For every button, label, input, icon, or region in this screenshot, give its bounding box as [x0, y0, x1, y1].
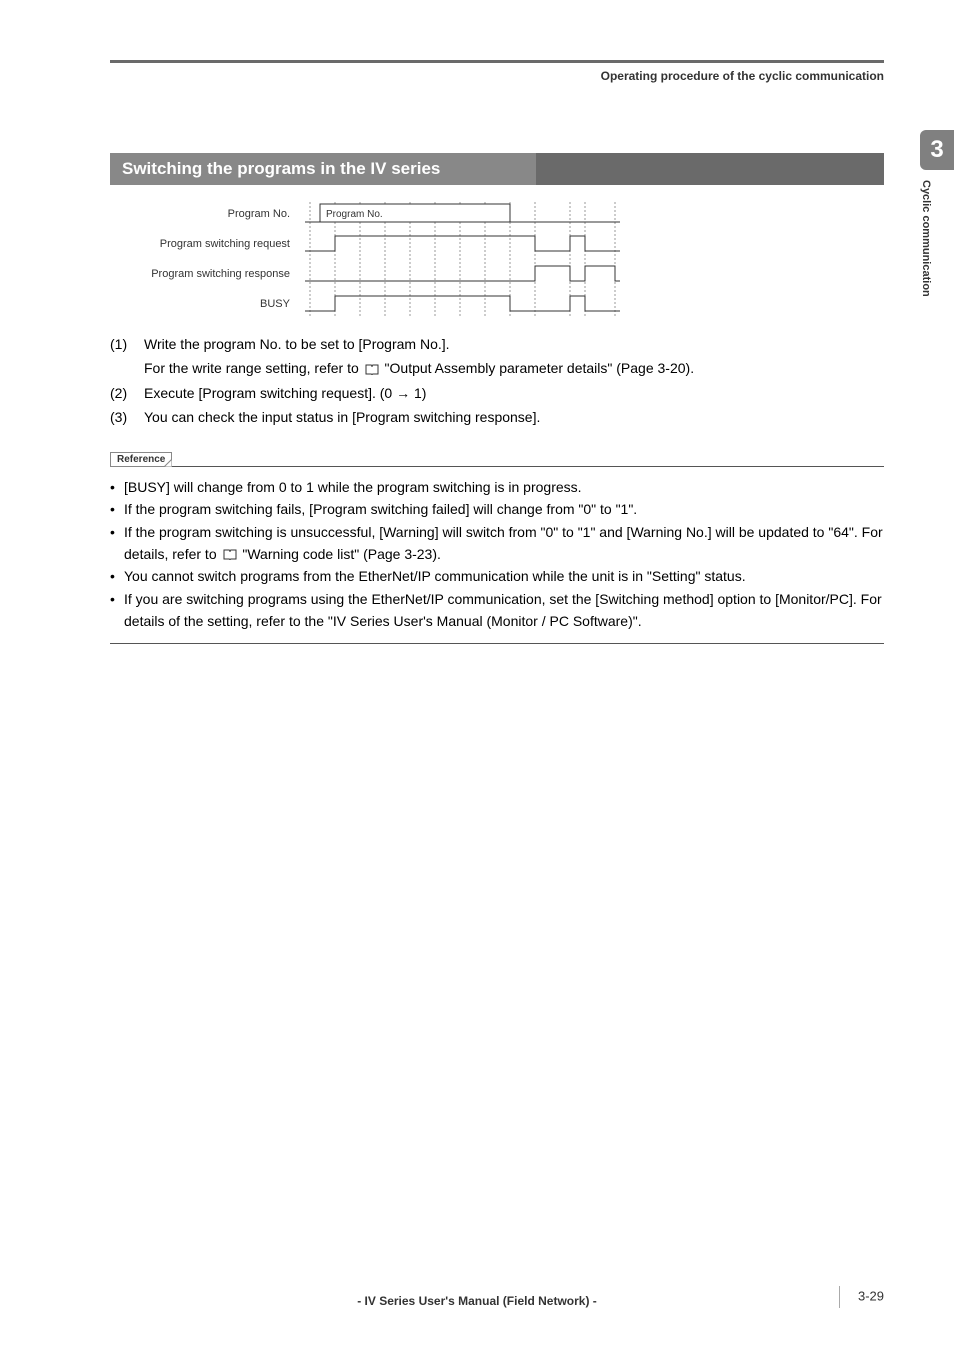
reference-item: • If the program switching fails, [Progr…	[110, 499, 884, 521]
step-text: You can check the input status in [Progr…	[144, 406, 884, 428]
step-num: (2)	[110, 382, 144, 404]
bullet-icon: •	[110, 522, 124, 565]
chapter-title: Cyclic communication	[920, 170, 932, 360]
step-row: (2) Execute [Program switching request].…	[110, 382, 884, 404]
step-text-part: For the write range setting, refer to	[144, 360, 363, 376]
timing-box-label: Program No.	[326, 209, 383, 220]
chapter-tab: 3 Cyclic communication	[920, 130, 954, 360]
reference-divider	[110, 466, 884, 467]
reference-text: If you are switching programs using the …	[124, 589, 884, 632]
step-row: (1) Write the program No. to be set to […	[110, 333, 884, 355]
timing-label-1: Program switching request	[110, 238, 300, 250]
step-list: (1) Write the program No. to be set to […	[110, 333, 884, 429]
footer-title: - IV Series User's Manual (Field Network…	[0, 1294, 954, 1308]
reference-text: [BUSY] will change from 0 to 1 while the…	[124, 477, 884, 499]
step-text: For the write range setting, refer to "O…	[144, 357, 884, 379]
reference-block: Reference • [BUSY] will change from 0 to…	[110, 449, 884, 645]
page-number-text: 3-29	[858, 1288, 884, 1303]
reference-item: • [BUSY] will change from 0 to 1 while t…	[110, 477, 884, 499]
corner-fold-icon	[164, 459, 172, 467]
reference-item: • If the program switching is unsuccessf…	[110, 522, 884, 565]
step-text: Write the program No. to be set to [Prog…	[144, 333, 884, 355]
reference-text: You cannot switch programs from the Ethe…	[124, 566, 884, 588]
header-divider	[110, 60, 884, 63]
page-number: 3-29	[839, 1286, 884, 1308]
step-text-part: "Output Assembly parameter details" (Pag…	[385, 360, 695, 376]
reference-item: • You cannot switch programs from the Et…	[110, 566, 884, 588]
timing-label-0: Program No.	[110, 208, 300, 220]
timing-label-2: Program switching response	[110, 268, 300, 280]
reference-text: If the program switching fails, [Program…	[124, 499, 884, 521]
section-title: Switching the programs in the IV series	[110, 153, 536, 185]
reference-text-part: "Warning code list" (Page 3-23).	[242, 546, 441, 562]
timing-diagram: Program No. Program No. Program switchin…	[110, 199, 670, 319]
bullet-icon: •	[110, 477, 124, 499]
book-icon	[223, 549, 237, 561]
reference-list: • [BUSY] will change from 0 to 1 while t…	[110, 477, 884, 645]
step-num: (1)	[110, 333, 144, 355]
chapter-number: 3	[920, 130, 954, 170]
reference-text: If the program switching is unsuccessful…	[124, 522, 884, 565]
step-row: For the write range setting, refer to "O…	[110, 357, 884, 379]
step-num: (3)	[110, 406, 144, 428]
reference-text-part: If the program switching is unsuccessful…	[124, 524, 883, 562]
section-title-bar: Switching the programs in the IV series	[110, 153, 884, 185]
bullet-icon: •	[110, 589, 124, 632]
bullet-icon: •	[110, 566, 124, 588]
header-breadcrumb: Operating procedure of the cyclic commun…	[110, 69, 884, 83]
reference-item: • If you are switching programs using th…	[110, 589, 884, 632]
book-icon	[365, 364, 379, 376]
timing-label-3: BUSY	[110, 298, 300, 310]
step-text: Execute [Program switching request]. (0 …	[144, 382, 884, 404]
reference-label-text: Reference	[117, 454, 165, 465]
step-row: (3) You can check the input status in [P…	[110, 406, 884, 428]
step-num	[110, 357, 144, 379]
page-number-divider	[839, 1286, 840, 1308]
reference-label: Reference	[110, 452, 172, 467]
bullet-icon: •	[110, 499, 124, 521]
